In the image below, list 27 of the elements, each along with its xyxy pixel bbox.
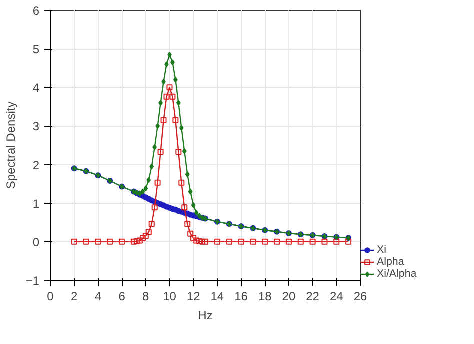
x-tick-label: 18 [258,290,272,304]
x-tick-label: 8 [142,290,150,304]
y-tick-label: −1 [26,274,40,288]
y-tick-label: 4 [32,81,40,96]
x-tick-label: 16 [234,290,248,304]
legend-label: Alpha [377,256,404,268]
y-tick-label: 3 [32,120,40,134]
x-tick-label: 6 [118,290,126,304]
y-tick-label: 5 [32,42,40,57]
y-axis-title: Spectral Density [4,102,18,190]
x-tick-label: 0 [47,290,54,304]
x-axis-title: Hz [198,308,213,322]
x-tick-label: 20 [282,290,296,304]
legend-label: Xi [377,244,388,256]
x-tick-label: 14 [210,290,224,304]
x-tick-label: 4 [94,290,102,304]
y-tick-label: 2 [32,158,40,172]
y-tick-label: 0 [32,235,40,250]
y-tick-label: 1 [32,196,40,211]
x-tick-label: 2 [71,290,78,304]
legend-label: Xi/Alpha [377,268,417,280]
x-tick-label: 26 [354,290,368,304]
x-tick-label: 22 [306,290,320,304]
x-tick-label: 10 [163,290,177,304]
x-tick-label: 12 [186,290,201,304]
y-tick-label: 6 [32,4,40,18]
x-tick-label: 24 [330,290,344,304]
